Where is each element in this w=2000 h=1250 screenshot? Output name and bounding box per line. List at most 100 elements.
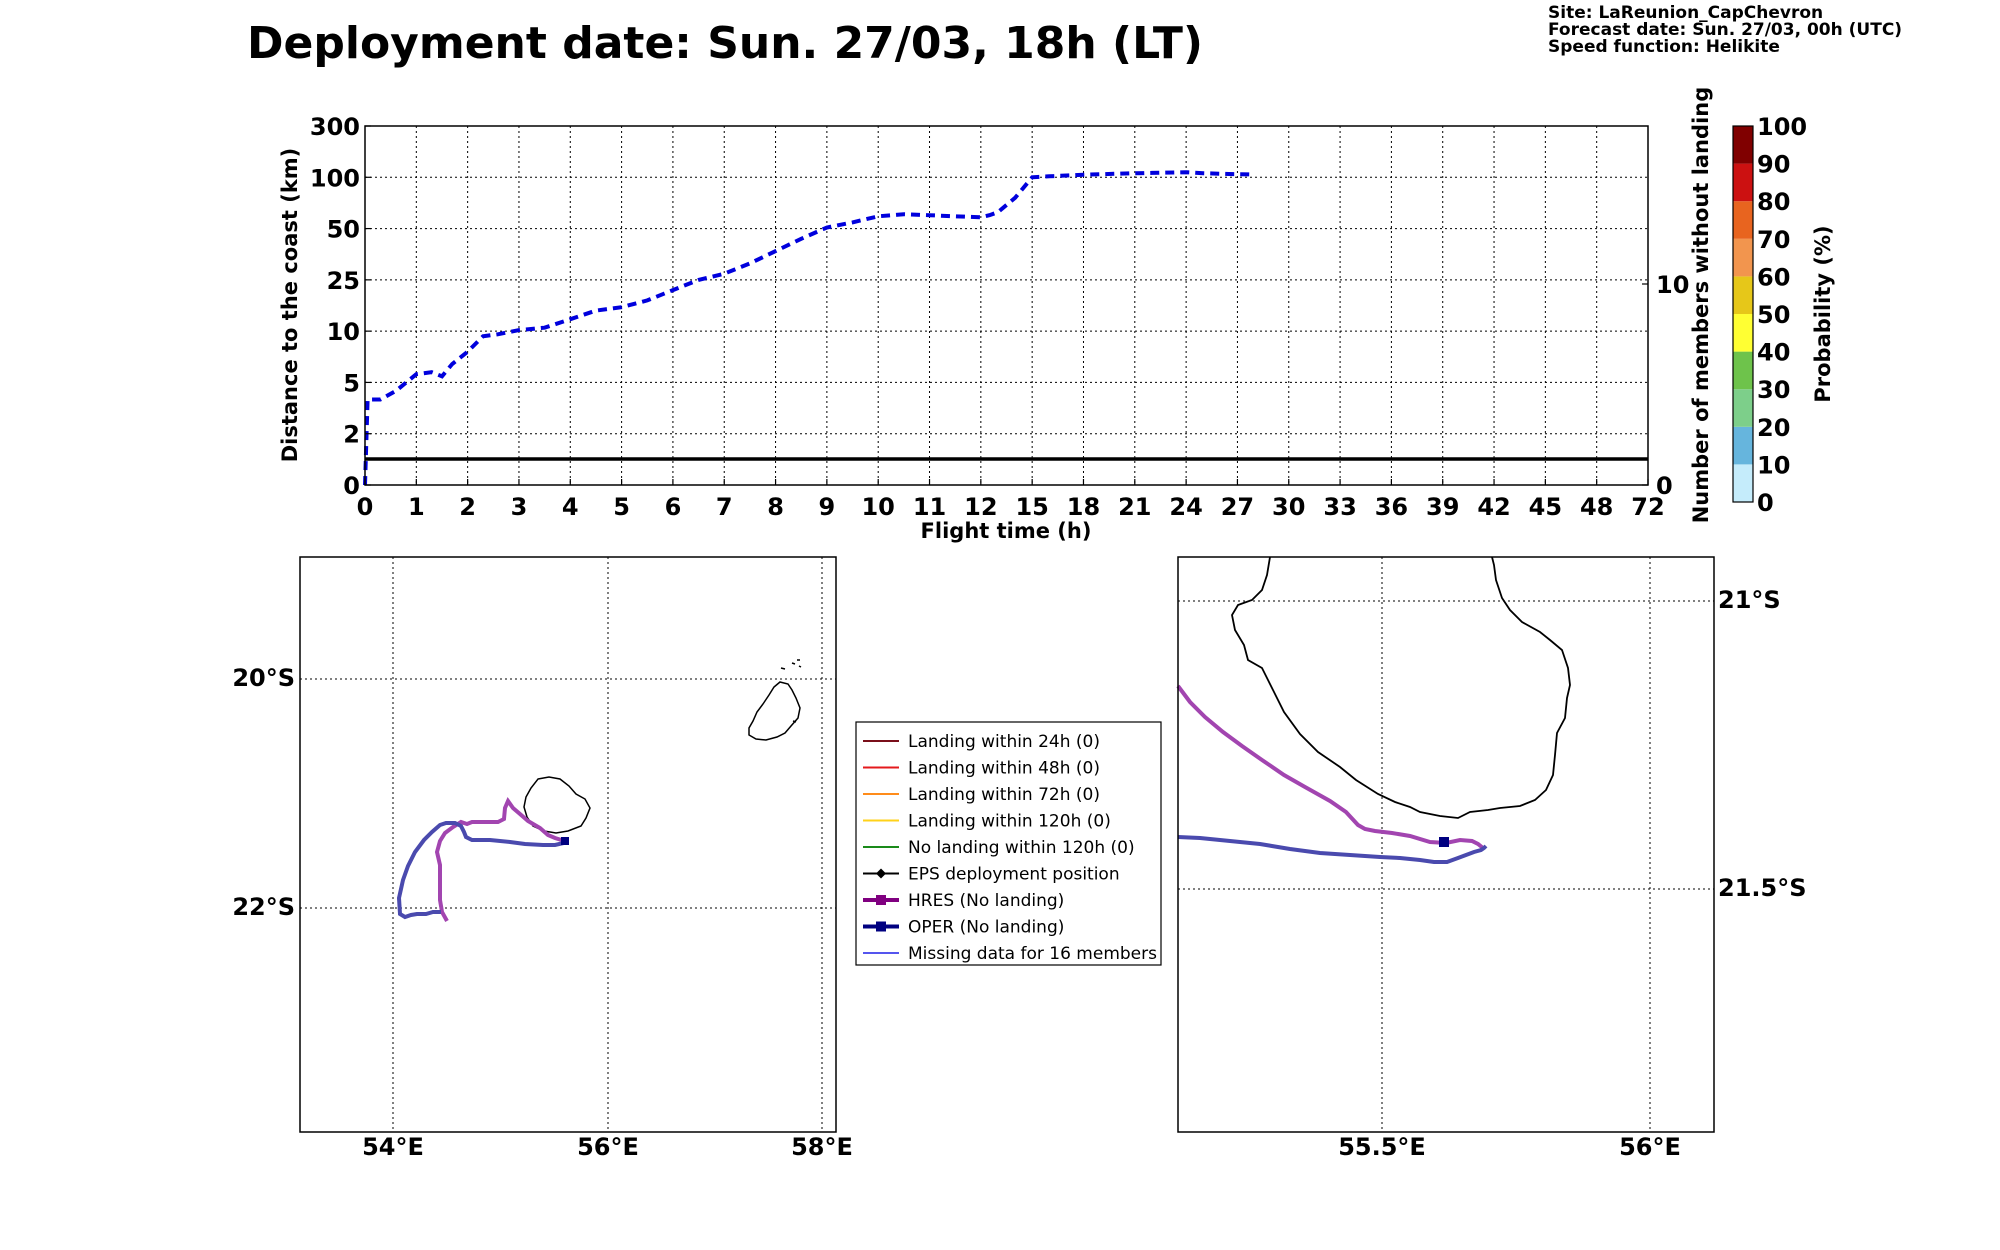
x-tick-label: 6 bbox=[665, 493, 682, 521]
colorbar-cell bbox=[1733, 126, 1753, 164]
x-tick-label: 1 bbox=[408, 493, 425, 521]
x-tick-label: 48 bbox=[1580, 493, 1613, 521]
y-tick-label: 300 bbox=[310, 113, 360, 141]
distance-series-line bbox=[363, 170, 1255, 486]
x-tick-label: 4 bbox=[562, 493, 579, 521]
colorbar-tick-label: 10 bbox=[1757, 451, 1790, 479]
lon-label-55-5e: 55.5°E bbox=[1338, 1133, 1426, 1161]
mauritius-islets bbox=[780, 659, 802, 723]
zoom-map-gridlines bbox=[1178, 557, 1714, 1132]
colorbar-cell bbox=[1733, 276, 1753, 314]
colorbar-tick-labels: 0 10 20 30 40 50 60 70 80 90 100 bbox=[1757, 113, 1807, 517]
colorbar-tick-label: 30 bbox=[1757, 376, 1790, 404]
x-tick-label: 10 bbox=[861, 493, 894, 521]
legend: Landing within 24h (0) Landing within 48h… bbox=[855, 721, 1162, 966]
y-axis-label: Distance to the coast (km) bbox=[278, 148, 302, 463]
colorbar-cell bbox=[1733, 163, 1753, 202]
oper-deployment-marker-zoom bbox=[1439, 837, 1449, 847]
lon-label-56e-zoom: 56°E bbox=[1619, 1133, 1681, 1161]
speed-function-label: Speed function: Helikite bbox=[1548, 37, 1780, 57]
forecast-date-label: Forecast date: Sun. 27/03, 00h (UTC) bbox=[1548, 20, 1902, 40]
y-tick-label: 25 bbox=[327, 267, 360, 295]
lat-label-22s: 22°S bbox=[232, 893, 295, 921]
legend-label: Missing data for 16 members bbox=[908, 944, 1157, 964]
y2-tick-labels: 0 10 bbox=[1642, 271, 1689, 500]
x-tick-label: 45 bbox=[1529, 493, 1562, 521]
legend-marker bbox=[876, 921, 886, 932]
legend-item: No landing within 120h (0) bbox=[863, 838, 1135, 858]
x-tick-labels: 0 1 2 3 4 5 6 7 8 9 10 11 12 15 18 21 24 27 30 33 36 39 42 45 48… bbox=[357, 479, 1665, 521]
legend-label: EPS deployment position bbox=[908, 865, 1120, 885]
y2-tick-label: 10 bbox=[1656, 271, 1689, 299]
legend-item: Landing within 120h (0) bbox=[863, 812, 1111, 832]
x-tick-label: 24 bbox=[1169, 493, 1202, 521]
reunion-coastline-zoom bbox=[1231, 556, 1571, 819]
colorbar-tick-label: 0 bbox=[1757, 489, 1774, 517]
colorbar-cell bbox=[1733, 389, 1753, 427]
lon-label-54e: 54°E bbox=[362, 1133, 424, 1161]
legend-marker bbox=[876, 868, 886, 879]
x-tick-label: 0 bbox=[357, 493, 374, 521]
x-tick-label: 36 bbox=[1375, 493, 1408, 521]
lon-label-56e: 56°E bbox=[577, 1133, 639, 1161]
x-tick-label: 2 bbox=[459, 493, 476, 521]
y2-axis-label: Number of members without landing bbox=[1689, 87, 1713, 524]
colorbar-tick-label: 40 bbox=[1757, 339, 1790, 367]
x-tick-label: 3 bbox=[511, 493, 528, 521]
distance-chart-grid bbox=[365, 126, 1648, 485]
colorbar-cell bbox=[1733, 201, 1753, 239]
probability-colorbar: 0 10 20 30 40 50 60 70 80 90 100 Probability (%) bbox=[1732, 113, 1835, 517]
overview-map: 54°E 56°E 58°E 20°S 22°S bbox=[232, 556, 853, 1161]
colorbar-tick-label: 50 bbox=[1757, 301, 1790, 329]
x-tick-label: 42 bbox=[1477, 493, 1510, 521]
y-tick-label: 2 bbox=[343, 421, 360, 449]
legend-label: Landing within 48h (0) bbox=[908, 759, 1100, 779]
reunion-coastline bbox=[523, 776, 591, 834]
x-tick-label: 18 bbox=[1067, 493, 1100, 521]
y-tick-label: 50 bbox=[327, 216, 360, 244]
overview-map-frame bbox=[299, 556, 837, 1133]
overview-map-gridlines bbox=[300, 557, 836, 1132]
lon-label-58e: 58°E bbox=[791, 1133, 853, 1161]
lat-label-20s: 20°S bbox=[232, 664, 295, 692]
lat-label-21s: 21°S bbox=[1718, 586, 1781, 614]
x-tick-label: 7 bbox=[716, 493, 733, 521]
legend-items: Landing within 24h (0) Landing within 48h… bbox=[863, 732, 1157, 964]
colorbar-label: Probability (%) bbox=[1811, 225, 1835, 402]
mauritius-coastline bbox=[748, 681, 801, 741]
lat-label-21-5s: 21.5°S bbox=[1718, 874, 1807, 902]
legend-item: Landing within 72h (0) bbox=[863, 785, 1100, 805]
legend-label: Landing within 72h (0) bbox=[908, 785, 1100, 805]
colorbar-cell bbox=[1733, 351, 1753, 390]
site-label: Site: LaReunion_CapChevron bbox=[1548, 3, 1823, 23]
colorbar-tick-label: 60 bbox=[1757, 263, 1790, 291]
x-tick-label: 39 bbox=[1426, 493, 1459, 521]
oper-deployment-marker bbox=[561, 837, 569, 845]
colorbar-tick-label: 70 bbox=[1757, 226, 1790, 254]
colorbar-cell bbox=[1733, 238, 1753, 277]
colorbar-frame bbox=[1732, 125, 1754, 503]
legend-label: Landing within 120h (0) bbox=[908, 812, 1111, 832]
x-tick-label: 12 bbox=[964, 493, 997, 521]
y-tick-label: 0 bbox=[343, 472, 360, 500]
zoom-map-frame bbox=[1177, 556, 1715, 1133]
zoom-map: 55.5°E 56°E 21°S 21.5°S bbox=[1176, 556, 1807, 1161]
legend-marker bbox=[876, 895, 886, 905]
x-tick-label: 27 bbox=[1221, 493, 1254, 521]
x-tick-label: 5 bbox=[613, 493, 630, 521]
colorbar-tick-label: 20 bbox=[1757, 414, 1790, 442]
legend-label: OPER (No landing) bbox=[908, 918, 1064, 938]
legend-item: Missing data for 16 members bbox=[863, 944, 1157, 964]
x-tick-label: 15 bbox=[1015, 493, 1048, 521]
hres-trajectory bbox=[434, 796, 569, 922]
legend-box bbox=[855, 721, 1162, 966]
y-tick-label: 5 bbox=[343, 369, 360, 397]
legend-item: HRES (No landing) bbox=[863, 891, 1064, 911]
colorbar-cell bbox=[1733, 314, 1753, 352]
colorbar-cell bbox=[1733, 464, 1753, 502]
legend-item: OPER (No landing) bbox=[863, 918, 1064, 938]
legend-item: EPS deployment position bbox=[863, 865, 1120, 885]
hres-trajectory-zoom bbox=[1176, 684, 1485, 850]
